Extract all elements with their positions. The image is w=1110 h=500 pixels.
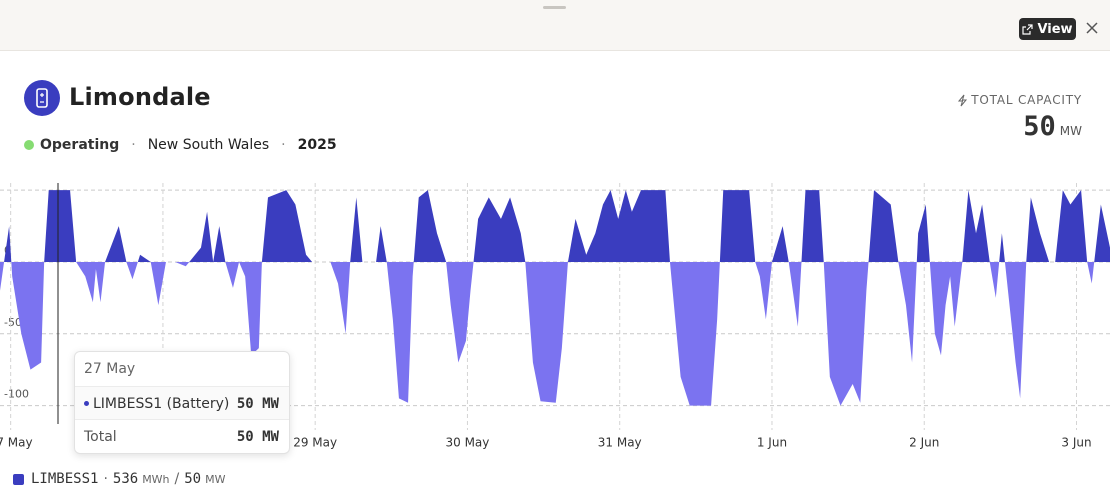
tooltip: 27 May LIMBESS1 (Battery) 50 MW Total 50… — [74, 351, 290, 454]
tooltip-value: 50 MW — [236, 395, 279, 412]
capacity-label-row: TOTAL CAPACITY — [957, 93, 1082, 107]
asset-title: Limondale — [69, 83, 211, 111]
x-tick-label: 3 Jun — [1061, 436, 1091, 450]
legend-power-unit: MW — [205, 473, 226, 486]
asset-icon — [24, 80, 60, 116]
x-tick-label: 27 May — [0, 436, 33, 450]
capacity: 50 MW — [1023, 111, 1082, 142]
separator: · — [131, 137, 136, 153]
bolt-icon — [958, 94, 968, 106]
x-tick-label: 30 May — [445, 436, 489, 450]
x-tick-label: 29 May — [293, 436, 337, 450]
capacity-unit: MW — [1059, 124, 1082, 138]
external-icon — [1022, 23, 1034, 35]
separator: / — [174, 471, 180, 487]
area-negative — [0, 261, 1110, 406]
drag-handle[interactable] — [543, 6, 566, 9]
separator: · — [103, 471, 108, 487]
capacity-value: 50 — [1023, 111, 1056, 142]
legend-energy-unit: MWh — [142, 473, 170, 486]
legend-swatch — [13, 473, 24, 485]
tooltip-total-value: 50 MW — [236, 428, 279, 445]
year: 2025 — [297, 137, 337, 153]
tooltip-dot — [84, 401, 89, 406]
status: Operating — [40, 137, 120, 153]
x-tick-label: 31 May — [598, 436, 642, 450]
region: New South Wales — [147, 137, 270, 153]
y-tick-label: -100 — [4, 388, 29, 401]
legend-power: 50 — [184, 471, 202, 487]
view-label: View — [1037, 21, 1073, 37]
legend-energy: 536 — [112, 471, 139, 487]
tooltip-series: LIMBESS1 (Battery) — [93, 395, 230, 412]
tooltip-total-label: Total — [84, 428, 117, 445]
area-positive — [4, 190, 1110, 262]
close-button[interactable] — [1085, 21, 1099, 35]
tooltip-date: 27 May — [84, 361, 136, 377]
status-row: Operating · New South Wales · 2025 — [24, 137, 337, 153]
tooltip-row: LIMBESS1 (Battery) 50 MW — [75, 386, 289, 420]
x-tick-label: 1 Jun — [757, 436, 787, 450]
x-tick-label: 2 Jun — [909, 436, 939, 450]
status-dot — [24, 140, 34, 150]
view-button[interactable]: View — [1019, 18, 1076, 40]
capacity-label: TOTAL CAPACITY — [971, 93, 1082, 107]
legend-name: LIMBESS1 — [31, 471, 99, 487]
legend: LIMBESS1 · 536 MWh / 50 MW — [13, 471, 225, 487]
y-tick-label: -50 — [4, 316, 22, 329]
tooltip-total-row: Total 50 MW — [75, 419, 289, 453]
separator: · — [281, 137, 286, 153]
